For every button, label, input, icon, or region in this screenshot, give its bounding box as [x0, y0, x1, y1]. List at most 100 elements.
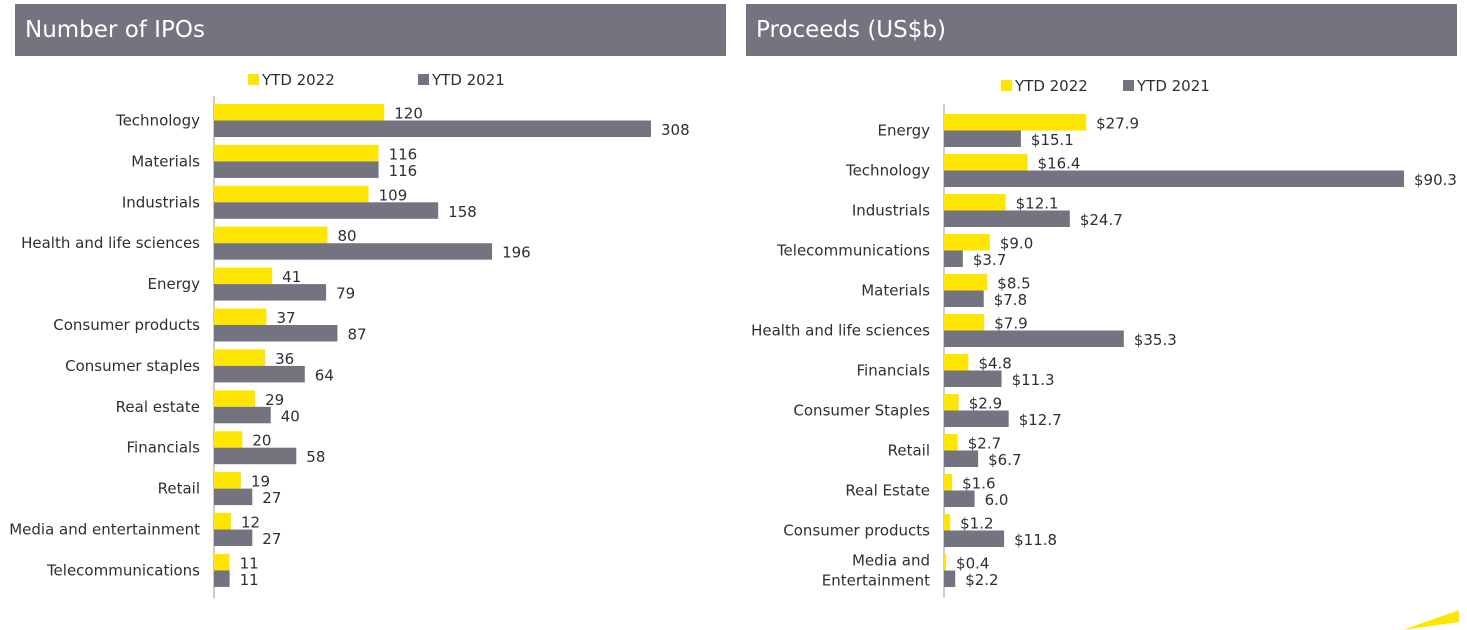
category-label: Entertainment: [822, 572, 930, 590]
data-label-ytd-2022: $2.9: [969, 395, 1002, 413]
bar-ytd-2022: [214, 513, 232, 530]
bar-ytd-2022: [944, 114, 1087, 131]
data-label-ytd-2022: $1.2: [960, 515, 993, 533]
bar-ytd-2022: [214, 267, 273, 285]
data-label-ytd-2021: $12.7: [1019, 411, 1062, 429]
bar-ytd-2021: [944, 490, 975, 507]
bar-ytd-2022: [214, 390, 256, 407]
data-label-ytd-2022: 80: [338, 227, 357, 245]
bar-ytd-2022: [944, 434, 958, 451]
data-label-ytd-2021: 196: [502, 244, 531, 262]
data-label-ytd-2022: $4.8: [978, 355, 1011, 373]
data-label-ytd-2022: 109: [379, 186, 408, 204]
data-label-ytd-2022: $1.6: [962, 475, 995, 493]
data-label-ytd-2022: $2.7: [968, 435, 1001, 453]
data-label-ytd-2022: $7.9: [994, 315, 1027, 333]
data-label-ytd-2021: $15.1: [1031, 131, 1074, 149]
bar-ytd-2022: [214, 431, 243, 448]
data-label-ytd-2022: 36: [275, 350, 294, 368]
bar-ytd-2021: [214, 202, 439, 219]
data-label-ytd-2021: $35.3: [1134, 331, 1177, 349]
bar-ytd-2022: [214, 308, 267, 325]
data-label-ytd-2021: 11: [240, 571, 259, 589]
category-label: Technology: [115, 112, 200, 130]
data-label-ytd-2022: 12: [241, 514, 260, 532]
data-label-ytd-2021: 64: [315, 366, 334, 384]
ipo-count-title: Number of IPOs: [15, 4, 726, 56]
bar-ytd-2021: [214, 488, 253, 506]
bar-ytd-2021: [944, 330, 1124, 347]
data-label-ytd-2021: 87: [347, 326, 366, 344]
bar-ytd-2022: [214, 144, 379, 162]
bar-ytd-2022: [214, 553, 230, 571]
category-label: Retail: [158, 480, 200, 498]
category-label: Consumer products: [53, 316, 200, 334]
data-label-ytd-2021: 79: [336, 285, 355, 303]
bar-ytd-2022: [944, 394, 959, 411]
bar-ytd-2022: [944, 154, 1028, 171]
data-label-ytd-2022: 29: [265, 391, 284, 409]
bar-ytd-2022: [944, 474, 953, 491]
category-label: Financials: [857, 362, 931, 380]
data-label-ytd-2021: 58: [306, 448, 325, 466]
bar-ytd-2022: [944, 194, 1006, 211]
bar-ytd-2021: [944, 370, 1002, 387]
category-label: Media and entertainment: [9, 521, 200, 539]
category-label: Real estate: [116, 398, 200, 416]
bar-ytd-2022: [944, 274, 988, 291]
bar-ytd-2022: [944, 314, 985, 331]
category-label: Telecommunications: [776, 242, 930, 260]
category-label: Technology: [845, 162, 930, 180]
category-label: Energy: [147, 275, 200, 293]
legend-label-ytd-2021: YTD 2021: [431, 71, 505, 89]
data-label-ytd-2022: 11: [240, 554, 259, 572]
legend-swatch-ytd-2022: [248, 74, 259, 85]
data-label-ytd-2022: 41: [282, 268, 301, 286]
data-label-ytd-2022: 116: [389, 145, 418, 163]
legend-swatch-ytd-2021: [418, 74, 429, 85]
data-label-ytd-2022: $16.4: [1038, 155, 1081, 173]
data-label-ytd-2022: $9.0: [1000, 235, 1033, 253]
bar-ytd-2022: [214, 226, 328, 244]
legend-label-ytd-2022: YTD 2022: [1014, 77, 1088, 95]
data-label-ytd-2022: $8.5: [997, 275, 1030, 293]
bar-ytd-2021: [214, 243, 493, 260]
bar-ytd-2021: [214, 284, 327, 301]
data-label-ytd-2021: $6.7: [988, 451, 1021, 469]
category-label: Real Estate: [845, 482, 930, 500]
data-label-ytd-2021: 6.0: [985, 491, 1009, 509]
bar-ytd-2021: [944, 210, 1070, 227]
bar-ytd-2021: [944, 410, 1009, 427]
category-label: Health and life sciences: [751, 322, 930, 340]
data-label-ytd-2022: $12.1: [1016, 195, 1059, 213]
proceeds-title: Proceeds (US$b): [746, 4, 1457, 56]
bar-ytd-2021: [944, 290, 984, 307]
bar-ytd-2021: [214, 120, 651, 137]
data-label-ytd-2021: 158: [448, 203, 477, 221]
ipo-count-panel: Number of IPOs YTD 2022 YTD 2021 Technolog…: [0, 0, 730, 628]
bar-ytd-2021: [214, 570, 230, 587]
bar-ytd-2021: [214, 529, 253, 546]
data-label-ytd-2022: 19: [251, 473, 270, 491]
bar-ytd-2022: [214, 349, 266, 366]
category-label: Media and: [852, 552, 930, 570]
category-label: Materials: [131, 152, 200, 170]
proceeds-chart: YTD 2022 YTD 2021 Energy $27.9 $15.1 Technolo…: [751, 77, 1457, 598]
bar-ytd-2022: [944, 234, 990, 251]
data-label-ytd-2021: $11.3: [1012, 371, 1055, 389]
bar-ytd-2022: [944, 554, 947, 571]
data-label-ytd-2021: 27: [262, 530, 281, 548]
bar-ytd-2021: [214, 365, 305, 383]
category-label: Health and life sciences: [21, 234, 200, 252]
ipo-count-chart: YTD 2022 YTD 2021 Technology 120 308 Material…: [9, 71, 690, 599]
data-label-ytd-2022: $0.4: [956, 555, 989, 573]
bar-ytd-2022: [214, 104, 385, 121]
category-label: Consumer products: [783, 522, 930, 540]
category-label: Retail: [888, 442, 930, 460]
legend-swatch-ytd-2022: [1001, 80, 1012, 91]
bar-ytd-2021: [214, 325, 338, 342]
category-label: Industrials: [122, 193, 200, 211]
data-label-ytd-2021: $2.2: [965, 571, 998, 589]
data-label-ytd-2022: $27.9: [1096, 115, 1139, 133]
bar-ytd-2022: [944, 514, 951, 531]
